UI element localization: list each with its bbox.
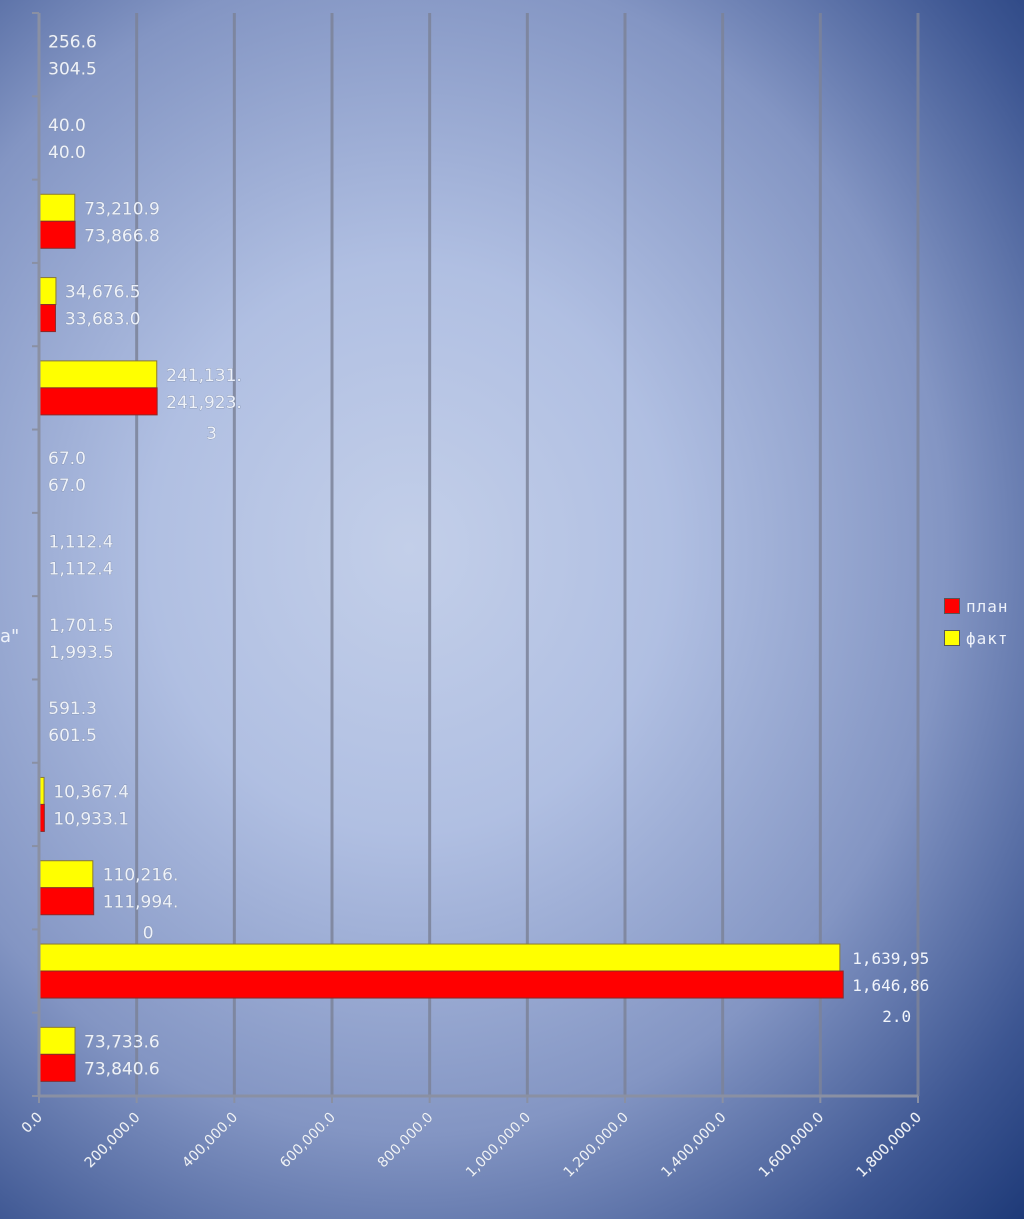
- bar-plan: [38, 387, 158, 416]
- bar-plan: [38, 887, 95, 916]
- value-label-fact: 34,676.5: [65, 283, 141, 303]
- value-labels-group: 256.6 304.5 40.0 40.0 73,210.9 73,866.8 34,676…: [48, 32, 930, 1079]
- legend-item-plan: план: [944, 590, 1009, 622]
- bar-plan: [38, 220, 76, 249]
- x-tick-label: 1,200,000.0: [561, 1110, 632, 1181]
- value-label-plan: 10,933.1: [53, 809, 129, 829]
- legend-item-fact: факт: [944, 622, 1009, 654]
- bar-plan: [38, 970, 844, 999]
- value-label-fact: 110,216.: [103, 866, 179, 886]
- value-label-fact: 67.0: [48, 449, 86, 469]
- value-label-plan: 1,993.5: [49, 643, 114, 663]
- value-label-plan: 601.5: [48, 726, 97, 746]
- x-tick-label: 800,000.0: [375, 1110, 437, 1172]
- x-tick-label: 200,000.0: [82, 1110, 144, 1172]
- x-tick-label: 400,000.0: [179, 1110, 241, 1172]
- axes-group: [32, 12, 919, 1103]
- bar-plan: [38, 304, 56, 333]
- x-tick-label: 1,400,000.0: [658, 1110, 729, 1181]
- y-axis-label-fragment: а": [0, 626, 20, 647]
- value-label-plan: 304.5: [48, 60, 97, 80]
- legend-label-plan: план: [966, 596, 1009, 616]
- bar-fact: [38, 1026, 76, 1055]
- grid-lines: [135, 13, 920, 1096]
- value-label-fact: 1,701.5: [49, 616, 114, 636]
- value-label-fact: 1,112.4: [49, 533, 114, 553]
- value-label-fact: 73,210.9: [84, 199, 160, 219]
- x-tick-label: 1,600,000.0: [756, 1110, 827, 1181]
- value-label-fact: 10,367.4: [53, 782, 129, 802]
- bar-fact: [38, 360, 158, 389]
- value-label-fact: 73,733.6: [84, 1032, 160, 1052]
- value-label-fact: 241,131.: [166, 366, 242, 386]
- legend-label-fact: факт: [966, 628, 1009, 648]
- value-label-plan: 73,840.6: [84, 1059, 160, 1079]
- x-tick-label: 0.0: [19, 1110, 46, 1137]
- value-label-plan: 2.0: [882, 1007, 911, 1026]
- bar-fact: [38, 193, 76, 222]
- value-label-plan: 40.0: [48, 143, 86, 163]
- value-label-fact: 591.3: [48, 699, 97, 719]
- legend: план факт: [944, 590, 1009, 654]
- bar-plan: [38, 1053, 76, 1082]
- bars-group: [38, 27, 844, 1082]
- x-tick-label: 1,000,000.0: [463, 1110, 534, 1181]
- x-tick-labels: 0.0 200,000.0 400,000.0 600,000.0 800,000.0 1…: [18, 1109, 925, 1181]
- value-label-plan: 73,866.8: [84, 226, 160, 246]
- x-tick-label: 1,800,000.0: [854, 1110, 925, 1181]
- value-label-fact: 256.6: [48, 33, 97, 53]
- value-label-plan: 0: [143, 924, 154, 944]
- legend-swatch-plan: [944, 598, 960, 614]
- value-label-plan: 1,646,86: [852, 976, 929, 995]
- value-label-fact: 1,639,95: [852, 949, 929, 968]
- x-tick-label: 600,000.0: [277, 1110, 339, 1172]
- value-label-plan: 33,683.0: [65, 310, 141, 330]
- value-label-plan: 1,112.4: [49, 560, 114, 580]
- bar-fact: [38, 277, 57, 306]
- bar-fact: [38, 943, 841, 972]
- value-label-plan: 111,994.: [103, 893, 179, 913]
- value-label-plan: 67.0: [48, 476, 86, 496]
- value-label-fact: 40.0: [48, 116, 86, 136]
- legend-swatch-fact: [944, 630, 960, 646]
- value-label-plan: 3: [206, 424, 217, 444]
- value-label-plan: 241,923.: [166, 393, 242, 413]
- bar-fact: [38, 860, 94, 889]
